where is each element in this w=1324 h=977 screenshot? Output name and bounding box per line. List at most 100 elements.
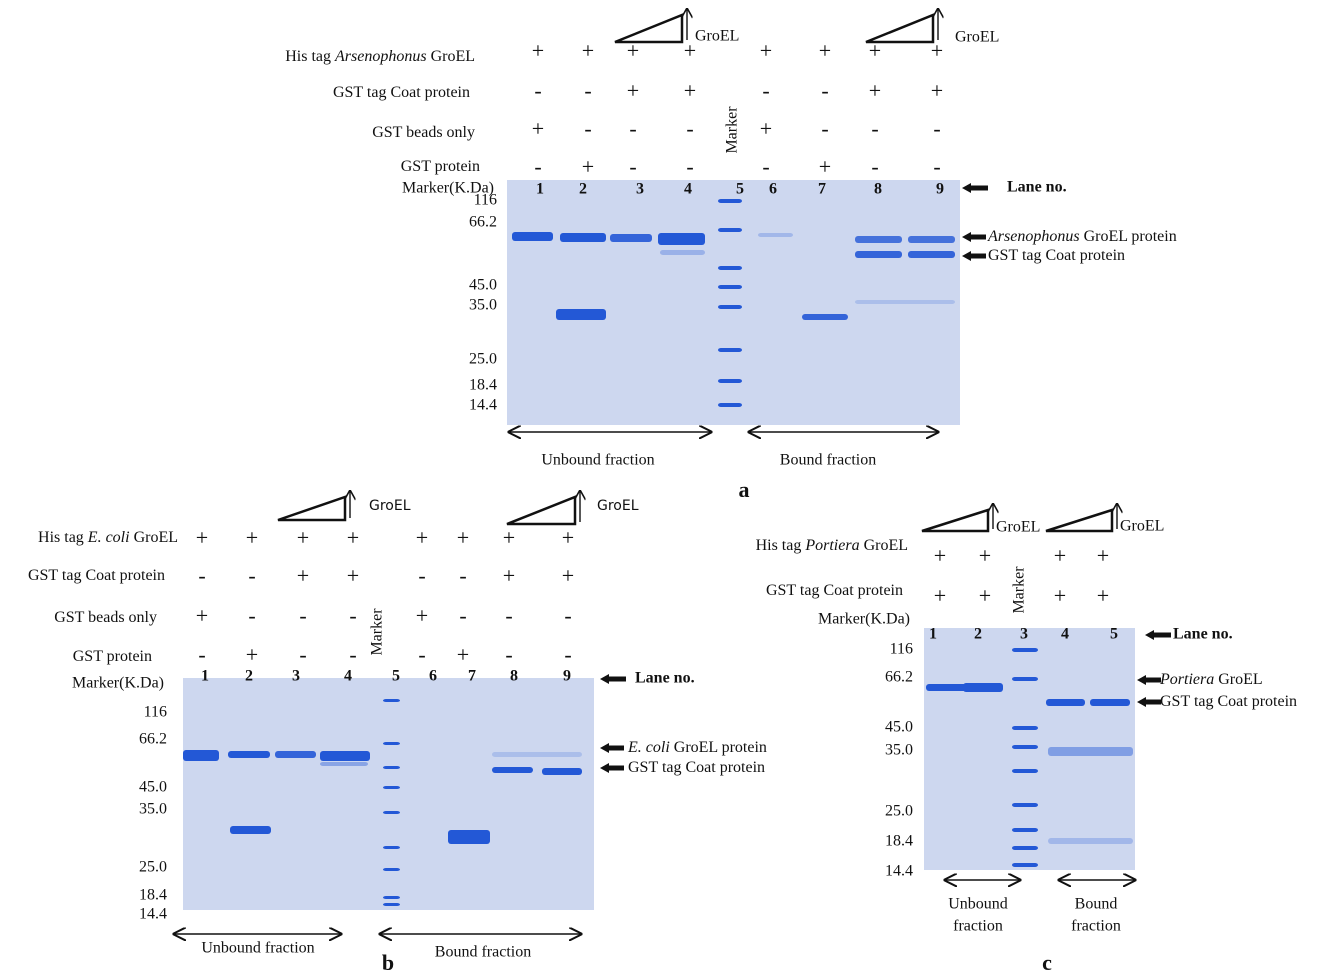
pointer-arrow	[962, 232, 986, 242]
row-label: GST beads only	[372, 124, 475, 141]
gel-band	[542, 768, 582, 775]
lane-number: 5	[392, 668, 400, 685]
pointer-arrow	[600, 763, 624, 773]
lane-symbol: -	[871, 116, 878, 141]
lane-symbol: +	[562, 563, 574, 588]
gel-band	[1012, 648, 1038, 652]
lane-no-label: Lane no.	[1007, 179, 1067, 196]
gel-band	[1012, 769, 1038, 773]
lane-symbol: -	[505, 603, 512, 628]
gel-band	[1012, 863, 1038, 867]
gel-band	[908, 236, 955, 243]
gel-band	[383, 896, 400, 899]
gel-band	[1012, 846, 1038, 850]
lane-symbol: -	[821, 116, 828, 141]
lane-number: 4	[1061, 626, 1069, 643]
lane-number: 6	[769, 181, 777, 198]
lane-symbol: -	[349, 642, 356, 667]
wedge	[278, 497, 345, 520]
lane-symbol: +	[760, 38, 772, 63]
lane-symbol: -	[933, 116, 940, 141]
mw-label: 66.2	[885, 669, 913, 686]
pointer-arrow	[600, 674, 626, 684]
lane-symbol: +	[562, 525, 574, 550]
lane-symbol: +	[246, 525, 258, 550]
lane-symbol: -	[418, 642, 425, 667]
mw-label: 14.4	[469, 397, 497, 414]
wedge	[866, 15, 933, 42]
mw-label: 116	[474, 192, 497, 209]
text-part: GroEL protein	[670, 739, 767, 756]
lane-symbol: +	[196, 525, 208, 550]
lane-symbol: +	[503, 525, 515, 550]
lane-symbol: -	[534, 154, 541, 179]
wedge-label: GroEL	[597, 498, 639, 514]
gel-band	[1012, 726, 1038, 730]
lane-number: 4	[344, 668, 352, 685]
fraction-label: Bound fraction	[780, 452, 876, 469]
lane-symbol: +	[979, 543, 991, 568]
fraction-label: Unbound	[948, 896, 1008, 913]
text-part: GST tag Coat protein	[766, 582, 903, 599]
band-label: GST tag Coat protein	[1160, 693, 1297, 710]
lane-symbol: +	[934, 543, 946, 568]
band-label: E. coli GroEL protein	[627, 739, 767, 756]
lane-symbol: -	[349, 603, 356, 628]
italic-part: Arsenophonus	[987, 228, 1080, 245]
row-label: GST tag Coat protein	[333, 84, 470, 101]
mw-label: 14.4	[139, 906, 167, 923]
gel-band	[855, 251, 902, 258]
lane-symbol: +	[416, 603, 428, 628]
lane-number: 5	[736, 181, 744, 198]
italic-part: Portiera	[804, 537, 859, 554]
lane-number: 8	[510, 668, 518, 685]
lane-symbol: +	[1097, 583, 1109, 608]
pointer-arrow	[962, 183, 988, 193]
text-part: GST protein	[401, 158, 480, 175]
gel-band	[556, 309, 606, 320]
lane-symbol: +	[1054, 583, 1066, 608]
gel-band	[718, 266, 742, 270]
text-part: GroEL	[427, 48, 475, 65]
mw-label: 35.0	[469, 297, 497, 314]
lane-symbol: -	[299, 603, 306, 628]
wedge-label: GroEL	[1120, 518, 1164, 535]
lane-symbol: -	[821, 78, 828, 103]
text-part: GST tag Coat protein	[628, 759, 765, 776]
text-part: GST tag Coat protein	[333, 84, 470, 101]
lane-symbol: +	[931, 78, 943, 103]
lane-symbol: +	[819, 154, 831, 179]
lane-number: 4	[684, 181, 692, 198]
mw-label: 35.0	[885, 742, 913, 759]
band-label: GST tag Coat protein	[988, 247, 1125, 264]
text-part: His tag	[285, 48, 335, 65]
panel-letter: a	[739, 477, 750, 502]
wedge	[615, 15, 682, 42]
gel-band	[1048, 747, 1133, 756]
figure: His tag Arsenophonus GroEL + + + + + + + + GST ta…	[0, 0, 1324, 977]
lane-symbol: -	[762, 78, 769, 103]
gel-band	[855, 236, 902, 243]
gel-band	[855, 300, 955, 304]
lane-symbol: +	[196, 603, 208, 628]
lane-number: 1	[929, 626, 937, 643]
italic-part: E. coli	[87, 529, 130, 546]
gel-band	[718, 305, 742, 309]
lane-number: 9	[936, 181, 944, 198]
lane-number: 8	[874, 181, 882, 198]
band-label: Arsenophonus GroEL protein	[987, 228, 1177, 245]
italic-part: E. coli	[627, 739, 670, 756]
gel-band	[1012, 828, 1038, 832]
lane-no-label: Lane no.	[635, 670, 695, 687]
gel-band	[383, 846, 400, 849]
fraction-label: Unbound fraction	[201, 940, 314, 957]
lane-symbol: +	[297, 525, 309, 550]
page: {"panels": [ {"label": "a", "wedge_label…	[0, 0, 1324, 977]
mw-label: 25.0	[885, 803, 913, 820]
mw-label: 18.4	[885, 833, 913, 850]
lane-number: 1	[201, 668, 209, 685]
lane-symbol: +	[246, 642, 258, 667]
gel-band	[228, 751, 270, 758]
band-label: Portiera GroEL	[1159, 671, 1263, 688]
lane-number: 2	[245, 668, 253, 685]
